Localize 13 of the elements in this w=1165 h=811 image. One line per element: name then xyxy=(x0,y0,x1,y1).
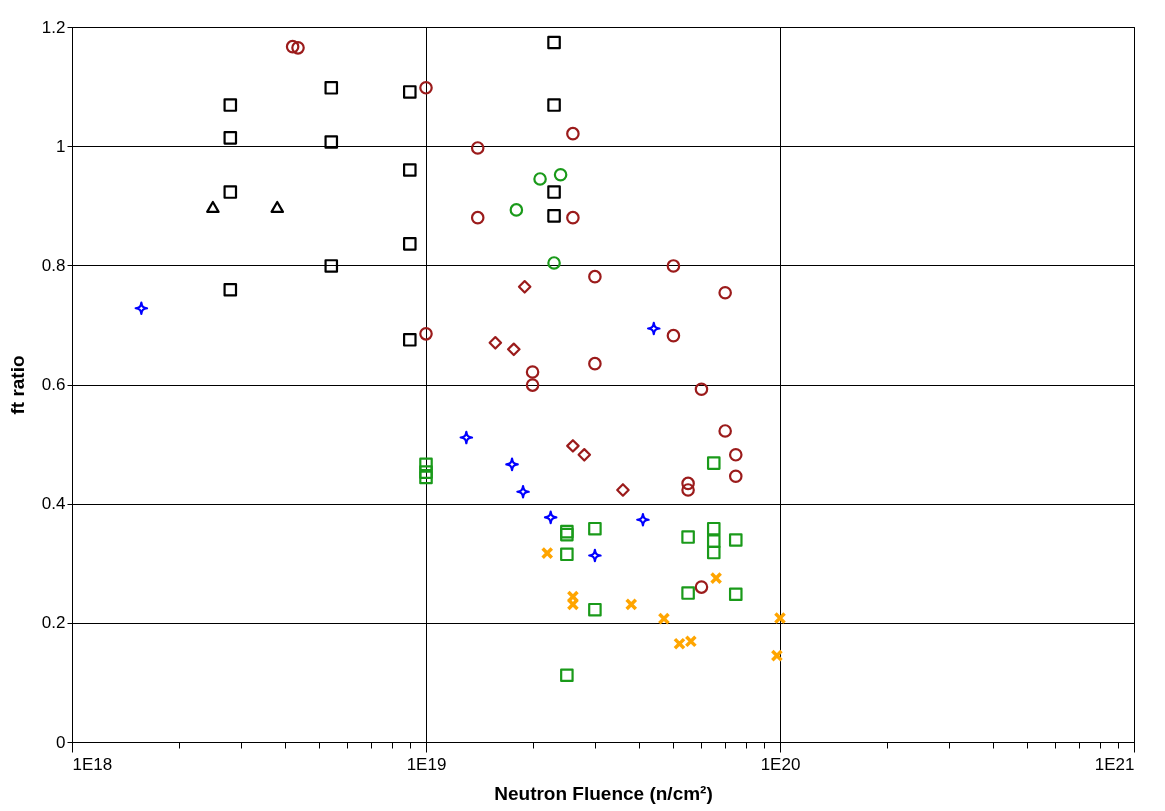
y-tick-label: 1 xyxy=(56,136,66,156)
x-tick-label: 1E20 xyxy=(760,754,801,774)
y-tick-label: 0.6 xyxy=(41,375,66,394)
y-tick-label: 1.2 xyxy=(41,17,66,37)
x-tick-label: 1E21 xyxy=(1094,754,1135,774)
y-tick-label: 0.8 xyxy=(41,255,66,275)
y-axis-title: ft ratio xyxy=(6,355,28,415)
x-tick-label: 1E18 xyxy=(72,754,113,774)
x-tick-label: 1E19 xyxy=(406,754,447,774)
y-tick-label: 0.2 xyxy=(41,613,66,633)
x-axis-title: Neutron Fluence (n/cm²) xyxy=(494,782,713,804)
y-tick-label: 0 xyxy=(56,732,66,752)
y-tick-label: 0.4 xyxy=(41,494,66,514)
